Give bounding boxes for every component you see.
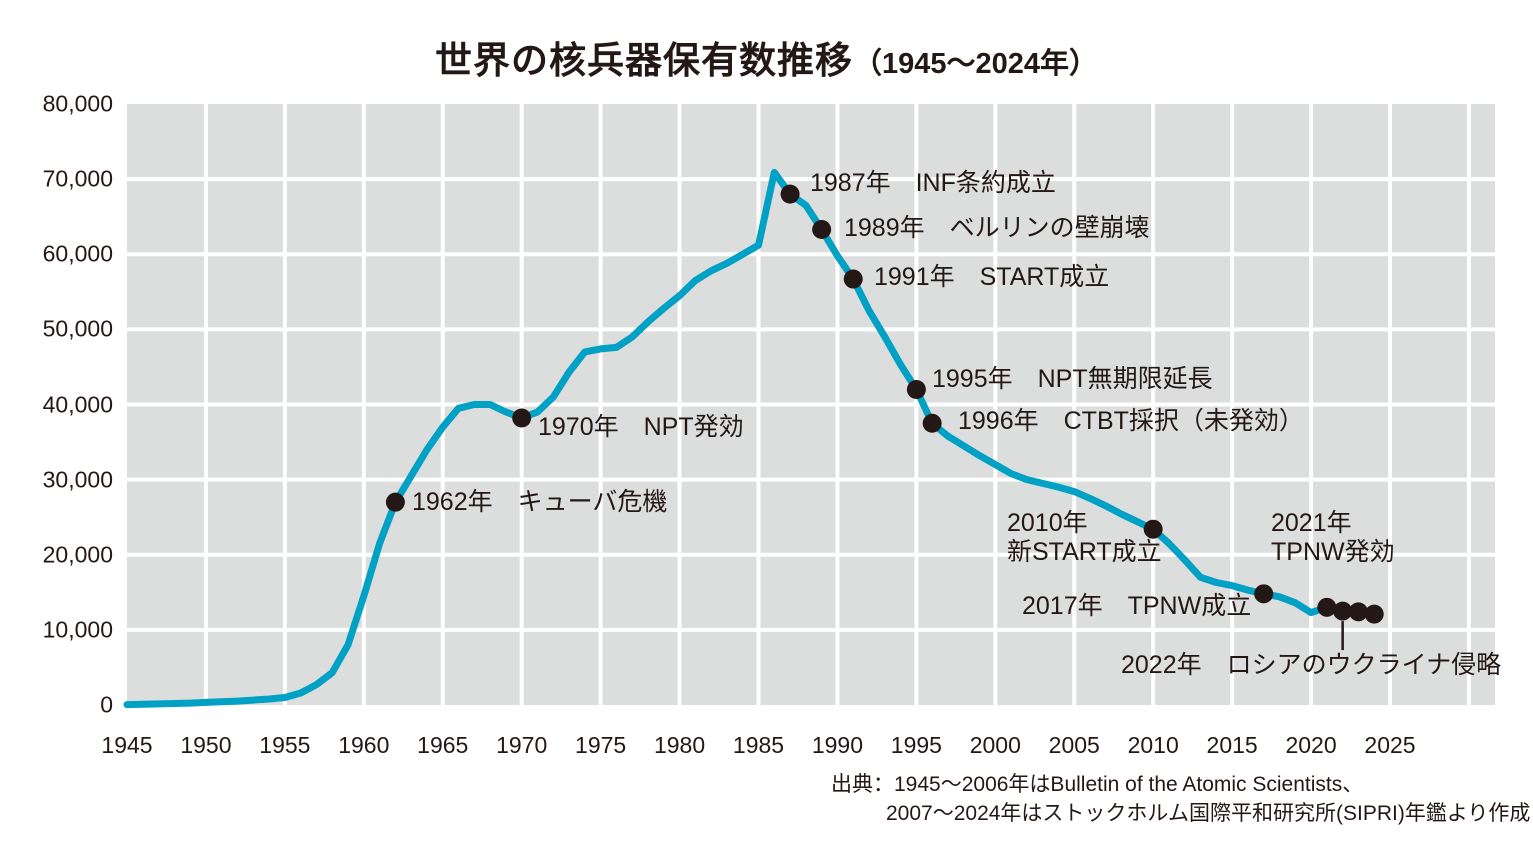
x-axis-tick-label: 1970 [496, 732, 548, 758]
source-note: 出典：1945～2006年はBulletin of the Atomic Sci… [831, 770, 1530, 828]
event-dot [1254, 584, 1274, 604]
event-annotation: 1996年 CTBT採択（未発効） [958, 407, 1304, 436]
event-dot [780, 184, 800, 204]
x-axis-tick-label: 1955 [259, 732, 311, 758]
x-axis-tick-label: 1985 [732, 732, 785, 758]
x-axis-tick-label: 1960 [338, 732, 390, 758]
event-annotation-line: 2021年 [1271, 509, 1352, 537]
x-axis-tick-label: 2025 [1364, 732, 1416, 758]
chart-title-year-range: （1945～2024年） [852, 48, 1099, 80]
y-axis-tick-label: 20,000 [42, 541, 113, 568]
event-annotation-line: 1996年 CTBT採択（未発効） [958, 407, 1304, 435]
x-axis-tick-label: 2015 [1206, 732, 1258, 758]
y-axis-tick-label: 70,000 [42, 165, 113, 192]
event-annotation: 1970年 NPT発効 [538, 413, 744, 442]
y-axis-tick-label: 40,000 [42, 391, 113, 417]
x-axis-tick-label: 1950 [180, 732, 232, 758]
source-line-2: 2007～2024年はストックホルム国際平和研究所(SIPRI)年鑑より作成 [886, 802, 1531, 825]
x-axis-tick-label: 2000 [969, 732, 1021, 758]
event-dot [1364, 604, 1384, 624]
event-annotation-line: 2022年 ロシアのウクライナ侵略 [1121, 651, 1502, 679]
x-axis-tick-label: 1975 [575, 732, 627, 758]
chart-title-main: 世界の核兵器保有数推移 [434, 40, 853, 81]
event-dot [906, 379, 926, 399]
event-annotation-line: 2010年 [1007, 509, 1088, 537]
event-annotation: 2022年 ロシアのウクライナ侵略 [1121, 651, 1501, 680]
event-dot [922, 413, 942, 433]
x-axis-tick-label: 1990 [811, 732, 864, 758]
event-annotation-line: TPNW発効 [1271, 538, 1395, 566]
event-annotation: 2021年 TPNW発効 [1271, 509, 1395, 567]
y-axis-tick-label: 50,000 [42, 315, 113, 342]
event-dot [1143, 519, 1163, 539]
event-dot [385, 492, 405, 512]
event-dot [812, 219, 832, 239]
event-annotation-line: 1962年 キューバ危機 [412, 488, 668, 516]
event-annotation-line: 1970年 NPT発効 [538, 413, 744, 441]
event-dot [512, 408, 532, 428]
event-annotation-line: 1987年 INF条約成立 [810, 169, 1056, 197]
event-annotation-line: 1989年 ベルリンの壁崩壊 [844, 214, 1150, 242]
chart-title: 世界の核兵器保有数推移（1945～2024年） [0, 30, 1533, 84]
event-annotation-line: 1995年 NPT無期限延長 [932, 365, 1213, 393]
event-dot [1333, 601, 1353, 621]
x-axis-tick-label: 1965 [417, 732, 469, 758]
event-annotation-line: 1991年 START成立 [874, 263, 1110, 291]
event-annotation: 1987年 INF条約成立 [810, 169, 1056, 198]
x-axis-tick-label: 2010 [1127, 732, 1179, 758]
y-axis-tick-label: 10,000 [42, 616, 113, 643]
event-annotation: 1962年 キューバ危機 [412, 488, 667, 517]
event-annotation: 2010年 新START成立 [1007, 509, 1162, 567]
stockpile-line [123, 168, 1378, 709]
event-dot [1348, 602, 1368, 622]
x-axis-tick-label: 1980 [653, 732, 706, 758]
event-dot [843, 269, 863, 289]
y-axis-tick-label: 80,000 [42, 90, 113, 117]
x-axis-tick-label: 1945 [101, 732, 153, 758]
event-annotation: 1991年 START成立 [874, 263, 1109, 292]
x-axis-tick-label: 2020 [1285, 732, 1337, 758]
source-line-1: 出典：1945～2006年はBulletin of the Atomic Sci… [831, 773, 1364, 796]
y-axis-tick-label: 30,000 [42, 466, 113, 493]
y-axis-tick-label: 60,000 [42, 240, 113, 267]
event-annotation: 2017年 TPNW成立 [1022, 592, 1251, 621]
x-axis-tick-label: 1995 [890, 732, 942, 758]
x-axis-tick-label: 2005 [1048, 732, 1100, 758]
y-axis-tick-label: 0 [100, 691, 113, 718]
event-dot [1317, 597, 1337, 617]
event-annotation-line: 2017年 TPNW成立 [1022, 592, 1252, 620]
event-annotation-line: 新START成立 [1007, 538, 1162, 566]
event-annotation: 1989年 ベルリンの壁崩壊 [844, 214, 1150, 243]
event-annotation: 1995年 NPT無期限延長 [932, 365, 1213, 394]
